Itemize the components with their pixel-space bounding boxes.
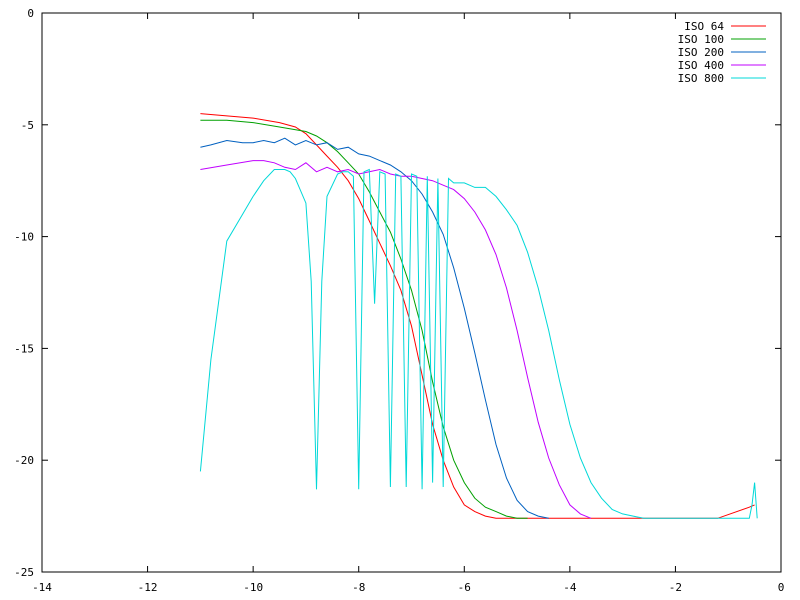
y-tick-label: 0 [27,7,34,20]
y-tick-label: -5 [21,119,34,132]
y-tick-label: -20 [14,454,34,467]
x-tick-label: -12 [138,581,158,594]
y-tick-label: -10 [14,231,34,244]
series-line-iso-800 [199,168,758,519]
series-line-iso-64 [200,113,755,519]
x-tick-label: -4 [563,581,577,594]
series-line-iso-400 [200,160,592,519]
legend-label: ISO 200 [678,46,724,59]
x-tick-label: -14 [32,581,52,594]
legend-label: ISO 400 [678,59,724,72]
x-tick-label: -2 [669,581,682,594]
legend-label: ISO 800 [678,72,724,85]
legend-label: ISO 100 [678,33,724,46]
y-tick-label: -15 [14,342,34,355]
series-group [199,113,758,519]
plot-frame [41,12,782,573]
y-tick-label: -25 [14,566,34,579]
x-tick-label: -8 [352,581,365,594]
x-tick-label: -6 [458,581,471,594]
series-line-iso-100 [200,119,528,519]
axis-ticks: -14 -12 -10 -8 -6 -4 -2 00-5-10-15-20-25 [14,7,784,594]
x-tick-label: -10 [243,581,263,594]
series-line-iso-200 [200,137,549,519]
legend-label: ISO 64 [684,20,724,33]
x-tick-label: 0 [778,581,785,594]
